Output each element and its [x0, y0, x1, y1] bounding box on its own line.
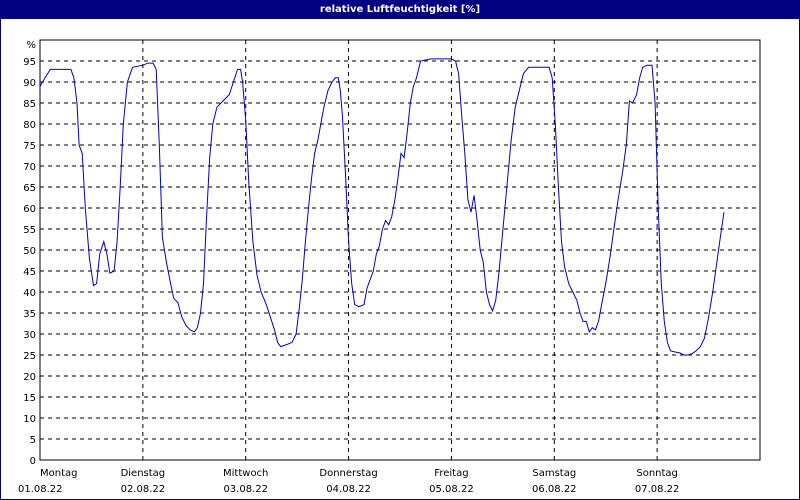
y-tick-label: 75 [23, 141, 36, 152]
x-date-label: 03.08.22 [223, 484, 268, 495]
y-tick-label: 35 [23, 309, 36, 320]
humidity-series-line [39, 58, 725, 356]
y-tick-label: 80 [23, 120, 36, 131]
y-tick-label: 30 [23, 330, 36, 341]
x-weekday-label: Freitag [434, 468, 468, 479]
y-tick-label: 5 [30, 435, 36, 446]
x-weekday-label: Samstag [532, 468, 576, 479]
x-weekday-label: Mittwoch [223, 468, 268, 479]
x-weekday-label: Dienstag [121, 468, 166, 479]
x-date-label: 07.08.22 [635, 484, 680, 495]
y-tick-label: 85 [23, 99, 36, 110]
x-weekday-label: Sonntag [636, 468, 678, 479]
x-date-label: 06.08.22 [532, 484, 577, 495]
y-unit-label: % [26, 40, 36, 51]
y-tick-label: 40 [23, 288, 36, 299]
x-weekday-label: Donnerstag [319, 468, 377, 479]
y-tick-label: 95 [23, 57, 36, 68]
x-weekday-label: Montag [40, 468, 77, 479]
y-tick-label: 55 [23, 225, 36, 236]
chart-title: relative Luftfeuchtigkeit [%] [1, 1, 799, 19]
y-tick-label: 45 [23, 267, 36, 278]
y-tick-label: 15 [23, 393, 36, 404]
x-date-label: 02.08.22 [121, 484, 166, 495]
y-tick-label: 25 [23, 351, 36, 362]
x-date-label: 04.08.22 [326, 484, 371, 495]
y-tick-label: 20 [23, 372, 36, 383]
y-tick-label: 50 [23, 246, 36, 257]
y-tick-label: 60 [23, 204, 36, 215]
y-tick-label: 10 [23, 414, 36, 425]
y-tick-label: 65 [23, 183, 36, 194]
y-tick-label: 70 [23, 162, 36, 173]
y-tick-label: 90 [23, 78, 36, 89]
x-date-label: 05.08.22 [429, 484, 474, 495]
x-date-label: 01.08.22 [18, 484, 63, 495]
y-tick-label: 0 [30, 456, 36, 467]
